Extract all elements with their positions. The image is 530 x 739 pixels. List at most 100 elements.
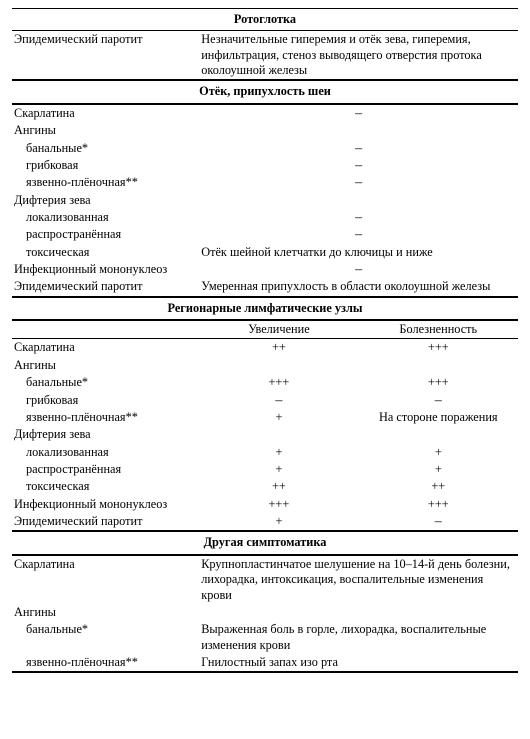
table-row: Ангины <box>12 122 518 139</box>
cell-disease: Скарлатина <box>12 556 199 604</box>
cell-a: локализованная <box>12 444 199 461</box>
cell-b <box>199 357 358 374</box>
table-row: банальные* +++ +++ <box>12 374 518 391</box>
table-rotoglotka: Эпидемический паротит Незначительные гип… <box>12 31 518 79</box>
table-row: Инфекционный мононуклеоз +++ +++ <box>12 496 518 513</box>
cell-b: ++ <box>199 478 358 495</box>
table-lymph: Увеличение Болезненность <box>12 321 518 338</box>
cell-b: – <box>199 392 358 409</box>
cell-desc <box>199 122 518 139</box>
cell-disease: Эпидемический паротит <box>12 278 199 295</box>
section-title-otek: Отёк, припухлость шеи <box>12 81 518 102</box>
section-title-lymph: Регионарные лимфатические узлы <box>12 298 518 319</box>
table-row: Инфекционный мононуклеоз – <box>12 261 518 278</box>
cell-a: токсическая <box>12 478 199 495</box>
cell-desc: Гнилостный запах изо рта <box>199 654 518 671</box>
cell-desc: Незначительные гиперемия и отёк зева, ги… <box>199 31 518 79</box>
section-title-other: Другая симптоматика <box>12 532 518 553</box>
table-row: токсическая ++ ++ <box>12 478 518 495</box>
cell-a: Эпидемический паротит <box>12 513 199 530</box>
cell-a: язвенно-плёночная** <box>12 409 199 426</box>
cell-desc <box>199 604 518 621</box>
cell-b: + <box>199 444 358 461</box>
cell-desc: – <box>199 226 518 243</box>
cell-desc: – <box>199 157 518 174</box>
table-row: банальные* – <box>12 140 518 157</box>
cell-c: +++ <box>359 374 518 391</box>
cell-desc: Выраженная боль в горле, лихорадка, восп… <box>199 621 518 654</box>
cell-desc: – <box>199 261 518 278</box>
cell-disease: распространённая <box>12 226 199 243</box>
cell-a: грибковая <box>12 392 199 409</box>
document-page: Ротоглотка Эпидемический паротит Незначи… <box>0 0 530 687</box>
cell-b: +++ <box>199 374 358 391</box>
col-head-tenderness: Болезненность <box>359 321 518 338</box>
cell-c: + <box>359 444 518 461</box>
cell-disease: язвенно-плёночная** <box>12 654 199 671</box>
rule-bold <box>12 671 518 673</box>
table-row: Ангины <box>12 604 518 621</box>
cell-c: +++ <box>359 339 518 356</box>
table-row: Скарлатина – <box>12 105 518 122</box>
cell-desc: – <box>199 140 518 157</box>
cell-c: + <box>359 461 518 478</box>
col-head-enlargement: Увеличение <box>199 321 358 338</box>
cell-b: + <box>199 513 358 530</box>
table-lymph-body: Скарлатина ++ +++ Ангины банальные* +++ … <box>12 339 518 530</box>
cell-disease: Ангины <box>12 122 199 139</box>
table-row: токсическая Отёк шейной клетчатки до клю… <box>12 244 518 261</box>
table-row: Дифтерия зева <box>12 426 518 443</box>
cell-desc: Умеренная припухлость в области околоушн… <box>199 278 518 295</box>
table-row: распространённая – <box>12 226 518 243</box>
table-row: локализованная + + <box>12 444 518 461</box>
cell-desc: Отёк шейной клетчатки до ключицы и ниже <box>199 244 518 261</box>
table-row: Скарлатина Крупнопластинчатое шелушение … <box>12 556 518 604</box>
cell-a: банальные* <box>12 374 199 391</box>
cell-b: + <box>199 409 358 426</box>
cell-c: ++ <box>359 478 518 495</box>
cell-desc: – <box>199 105 518 122</box>
table-row: распространённая + + <box>12 461 518 478</box>
table-row: локализованная – <box>12 209 518 226</box>
cell-a: Дифтерия зева <box>12 426 199 443</box>
cell-c: – <box>359 392 518 409</box>
table-otek: Скарлатина – Ангины банальные* – грибков… <box>12 105 518 296</box>
cell-desc: – <box>199 174 518 191</box>
cell-disease: токсическая <box>12 244 199 261</box>
cell-a: распространённая <box>12 461 199 478</box>
cell-disease: Скарлатина <box>12 105 199 122</box>
cell-disease: Ангины <box>12 604 199 621</box>
cell-disease: банальные* <box>12 621 199 654</box>
cell-a: Скарлатина <box>12 339 199 356</box>
cell-desc <box>199 192 518 209</box>
cell-disease: банальные* <box>12 140 199 157</box>
cell-c <box>359 357 518 374</box>
table-head-row: Увеличение Болезненность <box>12 321 518 338</box>
cell-empty <box>12 321 199 338</box>
table-row: Дифтерия зева <box>12 192 518 209</box>
table-row: Эпидемический паротит Умеренная припухло… <box>12 278 518 295</box>
cell-desc: Крупнопластинчатое шелушение на 10–14-й … <box>199 556 518 604</box>
section-title-rotoglotka: Ротоглотка <box>12 9 518 30</box>
cell-c: На стороне поражения <box>359 409 518 426</box>
cell-disease: Инфекционный мононуклеоз <box>12 261 199 278</box>
table-row: банальные* Выраженная боль в горле, лихо… <box>12 621 518 654</box>
table-row: Скарлатина ++ +++ <box>12 339 518 356</box>
cell-b <box>199 426 358 443</box>
table-row: грибковая – <box>12 157 518 174</box>
table-row: язвенно-плёночная** Гнилостный запах изо… <box>12 654 518 671</box>
cell-desc: – <box>199 209 518 226</box>
cell-b: ++ <box>199 339 358 356</box>
cell-c: – <box>359 513 518 530</box>
cell-c: +++ <box>359 496 518 513</box>
cell-b: +++ <box>199 496 358 513</box>
table-other: Скарлатина Крупнопластинчатое шелушение … <box>12 556 518 672</box>
table-row: грибковая – – <box>12 392 518 409</box>
cell-disease: Эпидемический паротит <box>12 31 199 79</box>
table-row: Эпидемический паротит Незначительные гип… <box>12 31 518 79</box>
table-row: Эпидемический паротит + – <box>12 513 518 530</box>
table-row: Ангины <box>12 357 518 374</box>
cell-disease: грибковая <box>12 157 199 174</box>
table-row: язвенно-плёночная** + На стороне поражен… <box>12 409 518 426</box>
cell-disease: Дифтерия зева <box>12 192 199 209</box>
